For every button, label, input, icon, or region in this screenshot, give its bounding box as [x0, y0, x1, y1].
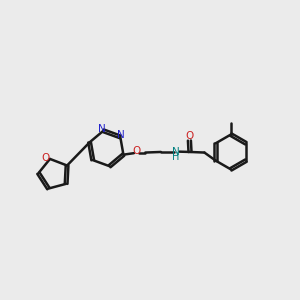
Text: N: N: [172, 147, 179, 157]
Text: N: N: [117, 130, 125, 140]
Text: O: O: [133, 146, 141, 156]
Text: N: N: [98, 124, 106, 134]
Text: O: O: [185, 131, 194, 141]
Text: H: H: [172, 152, 179, 162]
Text: O: O: [42, 153, 50, 163]
